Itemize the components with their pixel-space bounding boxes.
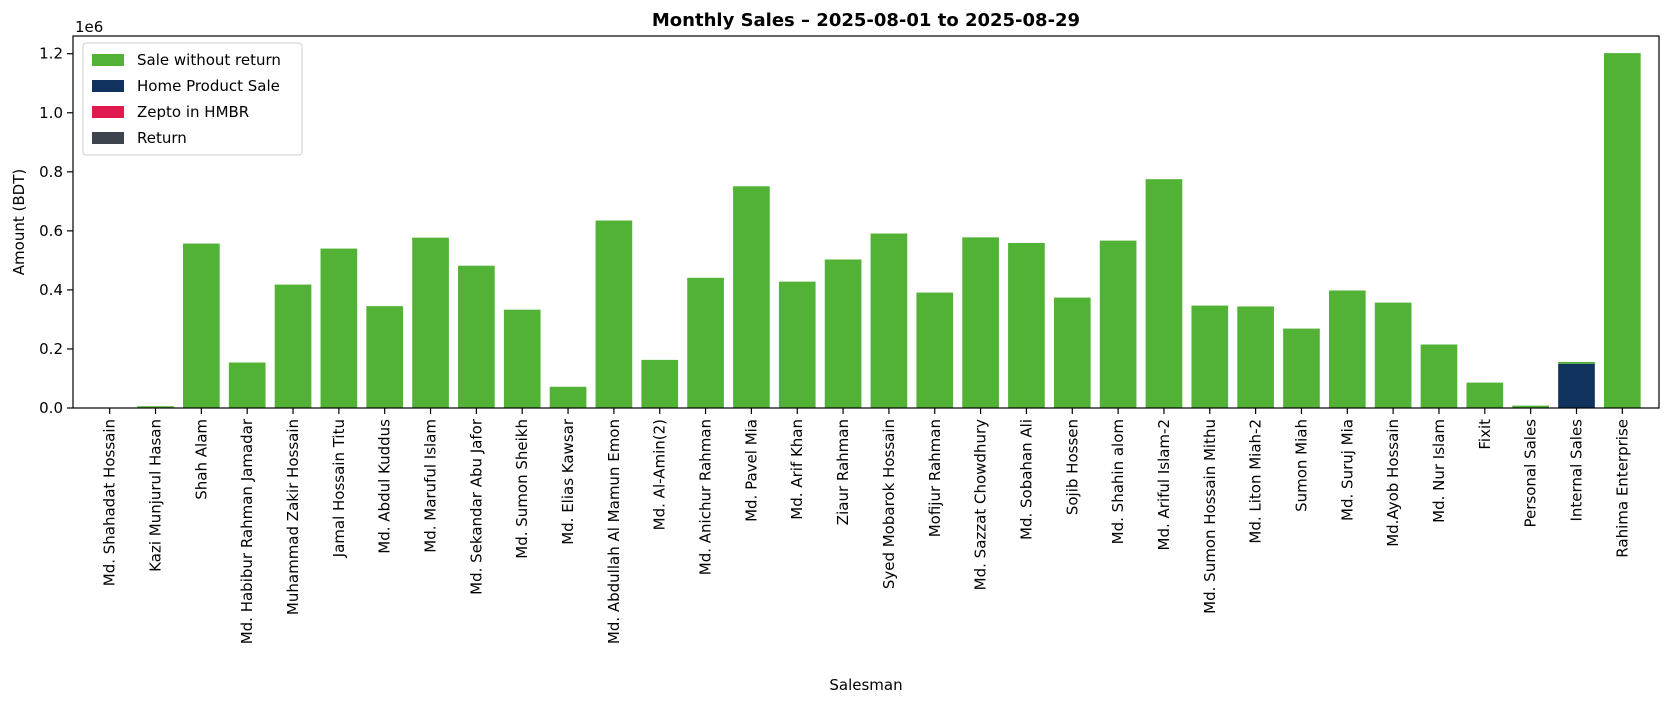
x-tick-label: Personal Sales — [1522, 419, 1540, 528]
x-tick-label: Md. Arif Khan — [788, 419, 806, 520]
x-tick-label: Rahima Enterprise — [1613, 419, 1631, 558]
x-axis-label: Salesman — [829, 676, 902, 694]
bar-sale-without-return — [1008, 242, 1045, 408]
y-axis-offset-label: 1e6 — [75, 18, 103, 36]
bar-sale-without-return — [1328, 290, 1366, 408]
bar-sale-without-return — [1603, 53, 1641, 408]
x-tick-label: Md. Abdullah Al Mamun Emon — [605, 419, 623, 644]
x-tick-label: Md. Abdul Kuddus — [376, 419, 394, 554]
x-tick-label: Md. Ariful Islam-2 — [1155, 419, 1173, 550]
x-tick-label: Md.Ayob Hossain — [1384, 419, 1402, 547]
x-tick-label: Mofijur Rahman — [926, 419, 944, 537]
bar-sale-without-return — [1374, 302, 1412, 408]
bar-sale-without-return — [503, 309, 541, 408]
bar-sale-without-return — [1145, 179, 1183, 408]
x-tick-label: Muhammad Zakir Hossain — [284, 419, 302, 615]
x-tick-label: Md. Liton Miah-2 — [1247, 419, 1265, 544]
legend-swatch-home-product-sale — [92, 80, 124, 92]
bar-sale-without-return — [549, 386, 587, 408]
bar-sale-without-return — [962, 237, 999, 408]
bar-sale-without-return — [641, 359, 679, 408]
x-tick-label: Md. Al-Amin(2) — [651, 419, 669, 530]
x-tick-label: Ziaur Rahman — [834, 419, 852, 525]
y-tick-label: 0.4 — [39, 281, 63, 299]
plot-area-frame — [72, 35, 1660, 409]
bar-sale-without-return — [870, 233, 908, 408]
x-tick-label: Md. Sumon Sheikh — [513, 419, 531, 559]
x-tick-label: Md. Sumon Hossain Mithu — [1201, 419, 1219, 614]
bar-sale-without-return — [412, 237, 449, 408]
x-tick-label: Md. Sobahan Ali — [1017, 419, 1035, 540]
x-axis-ticks: Md. Shahadat Hossain Kazi Munjurul Hasan S… — [101, 408, 1631, 644]
chart-title: Monthly Sales – 2025-08-01 to 2025-08-29 — [652, 10, 1080, 31]
x-tick-label: Md. Sekandar Abu Jafor — [467, 418, 485, 595]
x-tick-label: Md. Maruful Islam — [422, 419, 440, 553]
legend-label: Return — [137, 129, 187, 147]
x-tick-label: Md. Habibur Rahman Jamadar — [238, 418, 256, 644]
bar-sale-without-return — [1053, 297, 1091, 408]
bar-sale-without-return — [778, 281, 816, 408]
bar-sale-without-return — [228, 362, 266, 408]
x-tick-label: Shah Alam — [192, 419, 210, 500]
y-tick-label: 0.0 — [39, 399, 63, 417]
legend-label: Zepto in HMBR — [137, 103, 249, 121]
bar-sale-without-return — [1237, 306, 1274, 408]
x-tick-label: Md. Sazzat Chowdhury — [972, 419, 990, 590]
bar-sale-without-return — [1512, 405, 1549, 408]
legend-box — [82, 42, 303, 156]
legend: Sale without return Home Product Sale Zept… — [82, 42, 303, 156]
bar-sale-without-return — [1283, 328, 1320, 408]
legend-swatch-sale-without-return — [92, 54, 124, 66]
y-tick-label: 0.8 — [39, 163, 63, 181]
legend-label: Home Product Sale — [137, 77, 280, 95]
x-tick-label: Md. Elias Kawsar — [559, 418, 577, 545]
bar-home-product-sale — [1558, 363, 1595, 408]
x-tick-label: Md. Nur Islam — [1430, 419, 1448, 523]
x-tick-label: Sumon Miah — [1292, 419, 1310, 512]
y-axis-ticks: 0.0 0.2 0.4 0.6 0.8 1.0 1.2 — [39, 45, 73, 417]
bar-sale-without-return — [183, 243, 220, 408]
bar-sale-without-return — [733, 186, 770, 408]
y-tick-label: 1.2 — [39, 45, 63, 63]
bar-sale-without-return — [1099, 240, 1137, 408]
y-tick-label: 0.2 — [39, 340, 63, 358]
bar-sale-without-return — [916, 292, 954, 408]
legend-label: Sale without return — [137, 51, 281, 69]
bar-sale-without-return — [687, 277, 724, 408]
x-tick-label: Md. Anichur Rahman — [697, 419, 715, 575]
legend-swatch-zepto-in-hmbr — [92, 106, 124, 118]
bar-sale-without-return — [824, 259, 862, 408]
bar-sale-without-return — [320, 248, 358, 408]
legend-swatch-return — [92, 132, 124, 144]
bar-sale-without-return — [366, 306, 404, 408]
bar-sale-without-return — [1466, 382, 1504, 408]
y-tick-label: 0.6 — [39, 222, 63, 240]
y-tick-label: 1.0 — [39, 104, 63, 122]
bar-sale-without-return — [595, 220, 633, 408]
bar-sale-without-return — [274, 284, 312, 408]
x-tick-label: Md. Pavel Mia — [742, 419, 760, 522]
y-axis-label: Amount (BDT) — [10, 169, 28, 275]
x-tick-label: Sojib Hossen — [1063, 419, 1081, 515]
x-tick-label: Fixit — [1476, 419, 1494, 450]
bar-sale-without-return — [1420, 344, 1458, 408]
bars-group — [91, 53, 1641, 409]
x-tick-label: Syed Mobarok Hossain — [880, 419, 898, 589]
x-tick-label: Jamal Hossain Titu — [330, 419, 348, 558]
x-tick-label: Md. Shahadat Hossain — [101, 419, 119, 586]
bar-sale-without-return — [1558, 361, 1595, 364]
bar-sale-without-return — [458, 265, 495, 408]
bar-sale-without-return — [137, 406, 174, 408]
bar-sale-without-return — [1191, 305, 1229, 408]
x-tick-label: Md. Shahin alom — [1109, 419, 1127, 544]
x-tick-label: Kazi Munjurul Hasan — [147, 419, 165, 572]
x-tick-label: Md. Suruj Mia — [1338, 419, 1356, 521]
x-tick-label: Internal Sales — [1567, 419, 1585, 522]
